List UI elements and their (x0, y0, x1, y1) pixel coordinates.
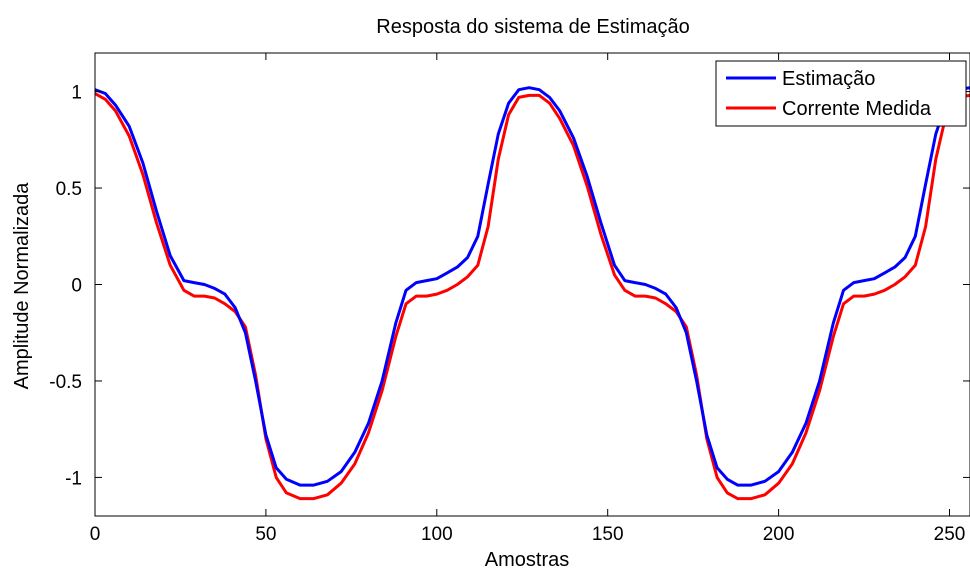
x-tick-label: 150 (592, 524, 624, 545)
y-axis-title: Amplitude Normalizada (11, 182, 33, 390)
axis-ticks: 0 50 100 150 200 250 1 0.5 0 -0.5 -1 (49, 53, 970, 545)
x-tick-label: 50 (255, 524, 276, 545)
legend-label-corrente-medida: Corrente Medida (782, 98, 932, 120)
legend-label-estimacao: Estimação (782, 68, 875, 90)
legend: Estimação Corrente Medida (716, 61, 966, 126)
y-tick-label: -0.5 (49, 372, 82, 393)
y-tick-label: 1 (71, 83, 82, 104)
y-tick-label: 0 (71, 276, 82, 297)
y-tick-label: 0.5 (56, 179, 82, 200)
series-line-estimacao (95, 88, 970, 485)
chart-title: Resposta do sistema de Estimação (376, 16, 690, 38)
x-tick-label: 250 (934, 524, 966, 545)
series-layer (95, 88, 970, 499)
y-tick-label: -1 (65, 468, 82, 489)
x-tick-label: 200 (763, 524, 795, 545)
x-axis-title: Amostras (485, 549, 569, 569)
x-tick-label: 100 (421, 524, 453, 545)
x-tick-label: 0 (90, 524, 101, 545)
